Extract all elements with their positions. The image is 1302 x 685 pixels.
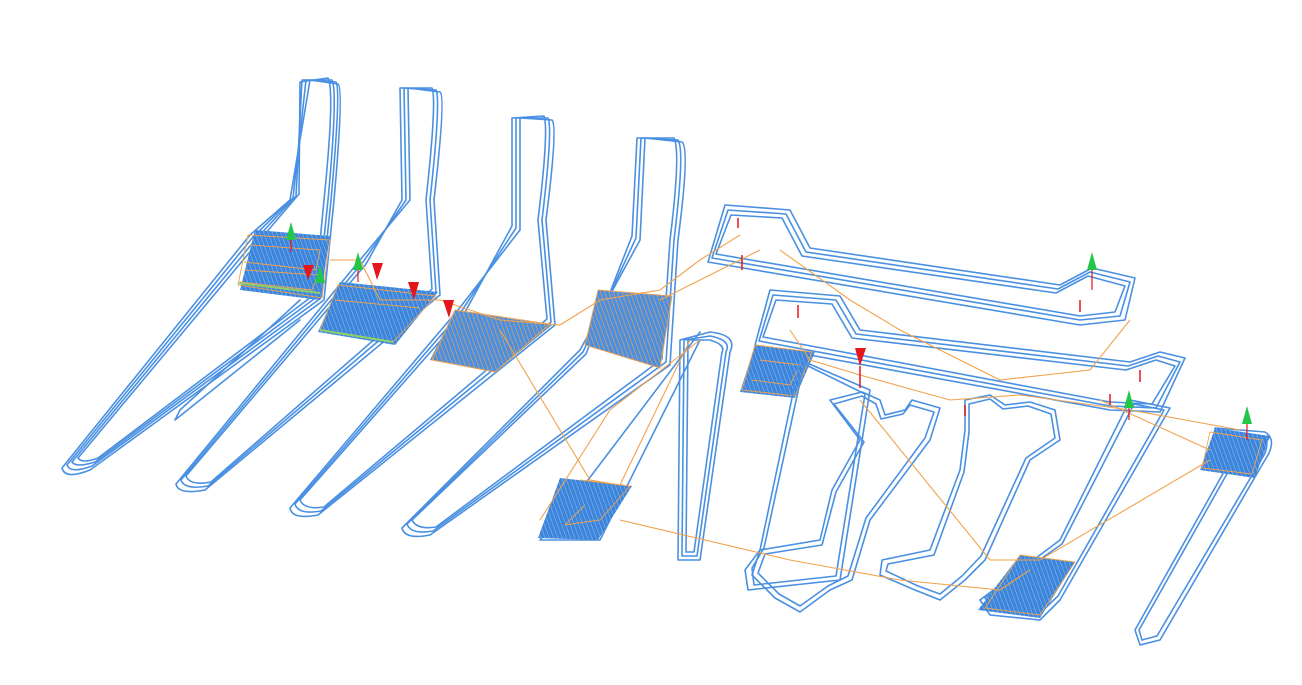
part-outline (707, 204, 1136, 326)
red-cone-icon (408, 282, 419, 300)
seam-markers (737, 218, 1141, 416)
green-cone-icon (1124, 390, 1134, 420)
red-cone-icon (303, 265, 314, 280)
part-outline (289, 115, 556, 518)
green-cone-icon (353, 252, 363, 282)
green-cone-icon (1087, 252, 1097, 290)
part-outline (61, 77, 342, 476)
part-outline (401, 137, 686, 538)
part-outline (538, 478, 632, 540)
green-cone-icon (286, 222, 296, 252)
part-outline (1200, 428, 1270, 478)
green-cone-icon (315, 265, 325, 283)
part-outline (741, 344, 813, 397)
part-outline (175, 87, 443, 493)
part-outline (539, 331, 733, 561)
green-cone-icon (1242, 406, 1252, 440)
part-outline (1201, 431, 1263, 475)
red-cone-icon (372, 263, 383, 280)
part-outline (978, 555, 1075, 618)
part-outline (751, 391, 941, 613)
red-cone-icon (855, 348, 866, 388)
part-outline (740, 345, 815, 398)
travel-moves (330, 234, 1241, 591)
part-outline (754, 289, 1186, 413)
part-outline (879, 394, 1061, 601)
part-outline (984, 554, 1076, 616)
red-cone-icon (443, 300, 454, 318)
